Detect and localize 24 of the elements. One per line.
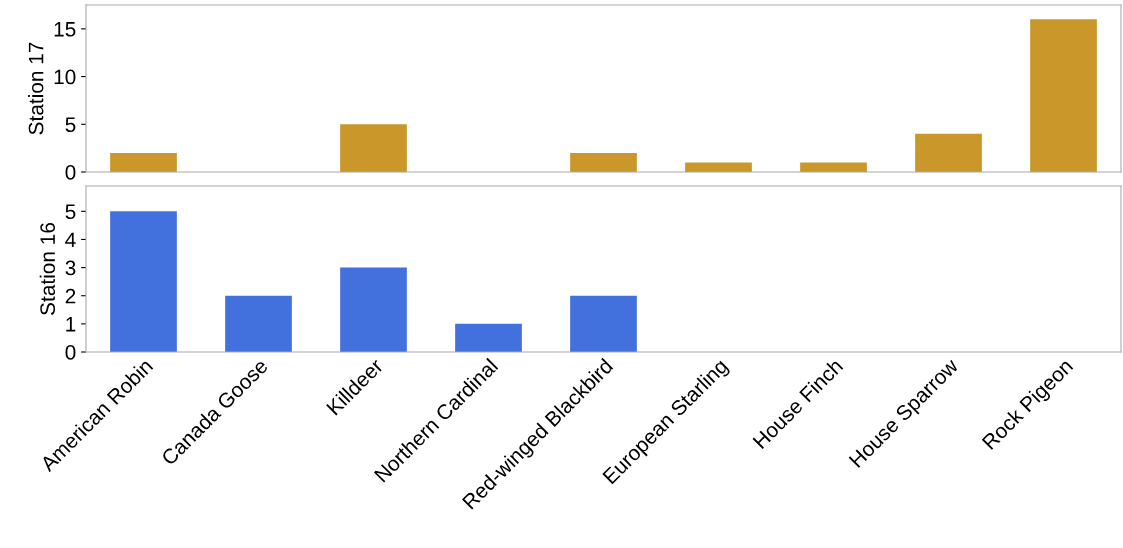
y-tick-label: 3 bbox=[65, 260, 76, 276]
bar bbox=[570, 152, 637, 172]
bar bbox=[225, 295, 292, 352]
y-axis-title: Station 17 bbox=[28, 42, 44, 135]
y-tick-label: 0 bbox=[65, 345, 76, 360]
bar bbox=[455, 323, 522, 352]
y-tick-label: 5 bbox=[65, 117, 76, 133]
y-tick-label: 4 bbox=[65, 232, 76, 248]
y-tick-label: 15 bbox=[54, 22, 76, 37]
y-tick-label: 5 bbox=[65, 204, 76, 220]
bar bbox=[110, 211, 177, 352]
bar bbox=[800, 162, 867, 172]
y-tick-label: 0 bbox=[65, 165, 76, 180]
bar bbox=[915, 133, 982, 172]
bar bbox=[1030, 19, 1097, 172]
y-axis-title: Station 16 bbox=[39, 223, 56, 315]
y-tick-label: 2 bbox=[65, 288, 76, 304]
y-tick-label: 10 bbox=[54, 69, 76, 85]
bar bbox=[340, 267, 407, 352]
bar bbox=[685, 162, 752, 172]
y-tick-label: 1 bbox=[66, 317, 76, 332]
bar bbox=[340, 124, 407, 172]
bar bbox=[570, 295, 637, 352]
bar bbox=[110, 152, 177, 172]
